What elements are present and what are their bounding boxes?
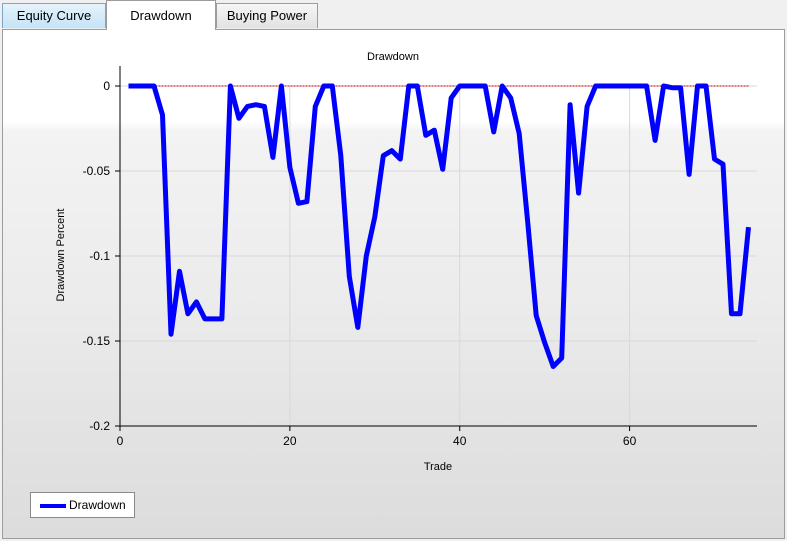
y-tick-label: -0.1 bbox=[89, 249, 110, 263]
y-tick-label: -0.2 bbox=[89, 419, 110, 433]
drawdown-chart: 0 20 40 60 0 -0.05 -0.1 -0.15 -0.2 Drawdown Tra… bbox=[3, 30, 784, 538]
legend-swatch-drawdown bbox=[40, 504, 66, 508]
legend: Drawdown bbox=[30, 492, 135, 518]
legend-label-drawdown: Drawdown bbox=[69, 498, 126, 512]
x-tick-label: 40 bbox=[453, 434, 467, 448]
y-tick-label: 0 bbox=[103, 79, 110, 93]
tab-drawdown[interactable]: Drawdown bbox=[106, 0, 216, 30]
chart-background bbox=[3, 30, 784, 538]
chart-panel: 0 20 40 60 0 -0.05 -0.1 -0.15 -0.2 Drawdown Tra… bbox=[2, 29, 785, 539]
tab-strip: Equity Curve Drawdown Buying Power bbox=[0, 0, 787, 30]
x-tick-label: 20 bbox=[283, 434, 297, 448]
axes bbox=[115, 66, 757, 431]
series-line-drawdown bbox=[128, 83, 751, 369]
y-tick-label: -0.15 bbox=[83, 334, 111, 348]
tab-equity-curve[interactable]: Equity Curve bbox=[2, 3, 106, 28]
x-tick-label: 0 bbox=[117, 434, 124, 448]
y-axis-label: Drawdown Percent bbox=[55, 209, 67, 302]
y-tick-label: -0.05 bbox=[83, 164, 111, 178]
x-tick-label: 60 bbox=[623, 434, 637, 448]
y-tick-labels: 0 -0.05 -0.1 -0.15 -0.2 bbox=[83, 79, 111, 433]
x-axis-label: Trade bbox=[424, 461, 452, 473]
chart-title: Drawdown bbox=[367, 51, 419, 63]
tab-buying-power[interactable]: Buying Power bbox=[216, 3, 318, 28]
x-tick-labels: 0 20 40 60 bbox=[117, 434, 637, 448]
